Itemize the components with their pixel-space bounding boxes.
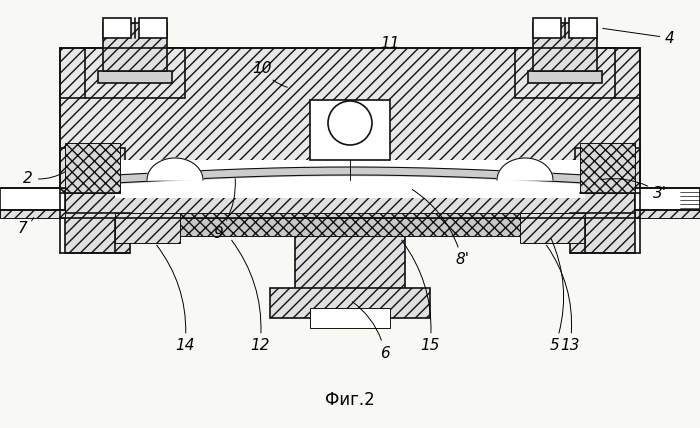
Text: 12: 12 — [232, 240, 270, 354]
Bar — [115, 213, 585, 233]
Polygon shape — [0, 188, 65, 210]
Bar — [580, 143, 635, 193]
Bar — [533, 18, 561, 38]
Text: 6: 6 — [352, 302, 390, 360]
Text: 9: 9 — [213, 179, 235, 241]
Bar — [65, 193, 635, 218]
Bar — [533, 23, 597, 71]
Bar — [575, 148, 640, 218]
Text: 10: 10 — [252, 60, 287, 87]
Bar — [155, 218, 545, 236]
Polygon shape — [635, 188, 700, 210]
Bar — [295, 218, 405, 298]
Text: 3': 3' — [601, 178, 667, 200]
Text: 13: 13 — [547, 245, 580, 354]
Bar — [115, 213, 180, 243]
Bar — [635, 188, 700, 218]
Bar — [65, 143, 120, 193]
Bar — [98, 71, 172, 83]
Bar — [310, 308, 390, 328]
Bar — [569, 18, 597, 38]
Text: 11: 11 — [372, 36, 400, 51]
Text: 7: 7 — [17, 217, 34, 235]
Text: 2: 2 — [23, 170, 66, 185]
Polygon shape — [147, 158, 203, 180]
Text: 8': 8' — [412, 190, 469, 268]
Bar — [520, 213, 585, 243]
Bar — [515, 48, 615, 98]
Bar — [570, 213, 635, 253]
Polygon shape — [115, 160, 585, 198]
Bar — [60, 48, 640, 198]
Bar — [139, 18, 167, 38]
Polygon shape — [497, 158, 553, 180]
Bar — [0, 188, 65, 218]
Text: 4: 4 — [603, 28, 675, 45]
Bar — [65, 213, 130, 253]
Bar — [103, 18, 131, 38]
Bar — [85, 48, 185, 98]
Bar — [270, 288, 430, 318]
Bar — [103, 23, 167, 71]
Polygon shape — [120, 163, 580, 193]
Bar — [310, 100, 390, 160]
Text: 15: 15 — [402, 240, 440, 354]
Bar — [528, 71, 602, 83]
Text: Фиг.2: Фиг.2 — [325, 391, 375, 409]
Bar — [60, 148, 125, 218]
Text: 14: 14 — [157, 245, 195, 354]
Text: 5: 5 — [550, 238, 564, 354]
